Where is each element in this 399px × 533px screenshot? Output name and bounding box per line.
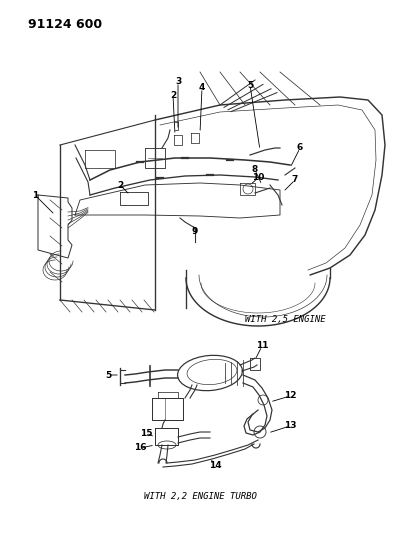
Text: 7: 7 xyxy=(292,175,298,184)
Text: 1: 1 xyxy=(32,190,38,199)
Text: 10: 10 xyxy=(252,174,264,182)
Text: 12: 12 xyxy=(284,392,296,400)
Text: 5: 5 xyxy=(105,370,111,379)
Text: 3: 3 xyxy=(175,77,181,86)
Text: 9: 9 xyxy=(192,228,198,237)
Text: 16: 16 xyxy=(134,443,146,453)
Text: WITH 2,2 ENGINE TURBO: WITH 2,2 ENGINE TURBO xyxy=(144,492,257,501)
Text: WITH 2,5 ENGINE: WITH 2,5 ENGINE xyxy=(245,315,325,324)
Text: 6: 6 xyxy=(297,143,303,152)
Text: 15: 15 xyxy=(140,429,152,438)
Text: 2: 2 xyxy=(117,181,123,190)
Text: 13: 13 xyxy=(284,422,296,431)
Text: 2: 2 xyxy=(170,91,176,100)
Text: 91124 600: 91124 600 xyxy=(28,18,102,31)
Text: 4: 4 xyxy=(199,84,205,93)
Text: 14: 14 xyxy=(209,461,221,470)
Text: 8: 8 xyxy=(252,166,258,174)
Text: 11: 11 xyxy=(256,342,268,351)
Text: 5: 5 xyxy=(247,80,253,90)
